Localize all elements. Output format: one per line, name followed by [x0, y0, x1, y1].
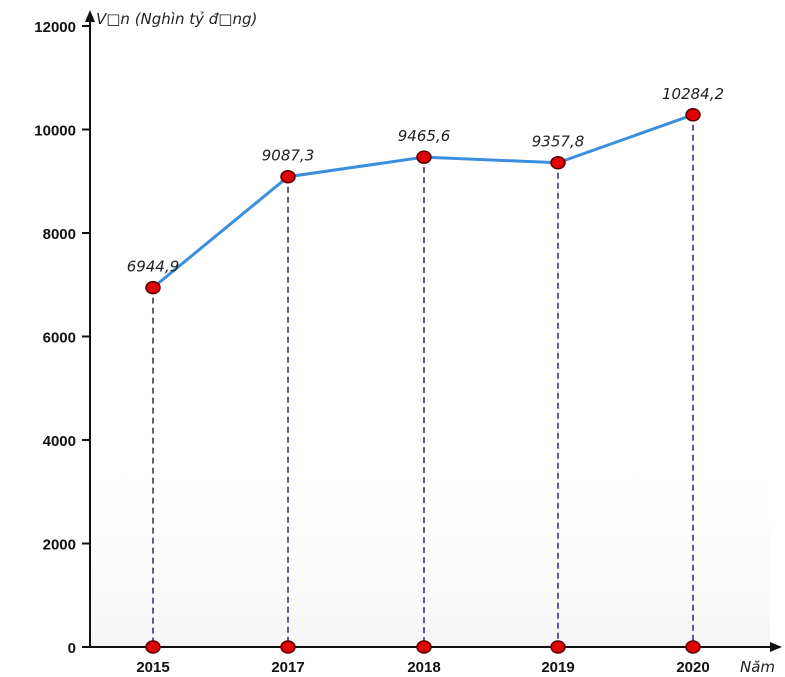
data-label: 6944,9: [127, 258, 180, 276]
x-axis-arrow-icon: [770, 642, 782, 652]
drop-lines: [152, 114, 694, 647]
baseline-markers: [145, 640, 701, 654]
data-label: 9087,3: [262, 147, 315, 165]
baseline-point: [550, 640, 566, 654]
y-tick-label: 4000: [43, 433, 76, 450]
x-tick-label: 2019: [541, 659, 574, 676]
x-axis-title: Năm: [740, 658, 775, 676]
data-label: 10284,2: [662, 85, 724, 103]
baseline-point: [145, 640, 161, 654]
y-tick-label: 10000: [34, 123, 76, 140]
y-axis-ticks: 0 2000 4000 6000 8000 10000 12000: [34, 19, 90, 657]
baseline-point: [685, 640, 701, 654]
data-markers: [145, 108, 701, 295]
y-tick-label: 6000: [43, 330, 76, 347]
baseline-point: [416, 640, 432, 654]
x-axis-tick-labels: 2015 2017 2018 2019 2020: [136, 659, 709, 676]
data-point: [145, 280, 161, 295]
data-point: [280, 169, 296, 184]
data-labels: 6944,9 9087,3 9465,6 9357,8 10284,2: [127, 85, 724, 276]
x-tick-label: 2018: [407, 659, 440, 676]
x-tick-label: 2015: [136, 659, 169, 676]
data-point: [550, 155, 566, 170]
y-tick-label: 2000: [43, 537, 76, 554]
y-axis-title: V□n (Nghìn tỷ đ□ng): [96, 10, 257, 28]
y-axis-arrow-icon: [85, 10, 95, 22]
data-point: [685, 108, 701, 122]
data-label: 9357,8: [532, 133, 585, 151]
data-point: [416, 150, 432, 164]
y-tick-label: 8000: [43, 226, 76, 243]
y-tick-label: 12000: [34, 19, 76, 36]
baseline-point: [280, 640, 296, 654]
data-label: 9465,6: [398, 127, 451, 145]
x-tick-label: 2020: [676, 659, 709, 676]
x-tick-label: 2017: [271, 659, 304, 676]
y-tick-label: 0: [68, 640, 76, 657]
plot-shading: [90, 440, 770, 647]
